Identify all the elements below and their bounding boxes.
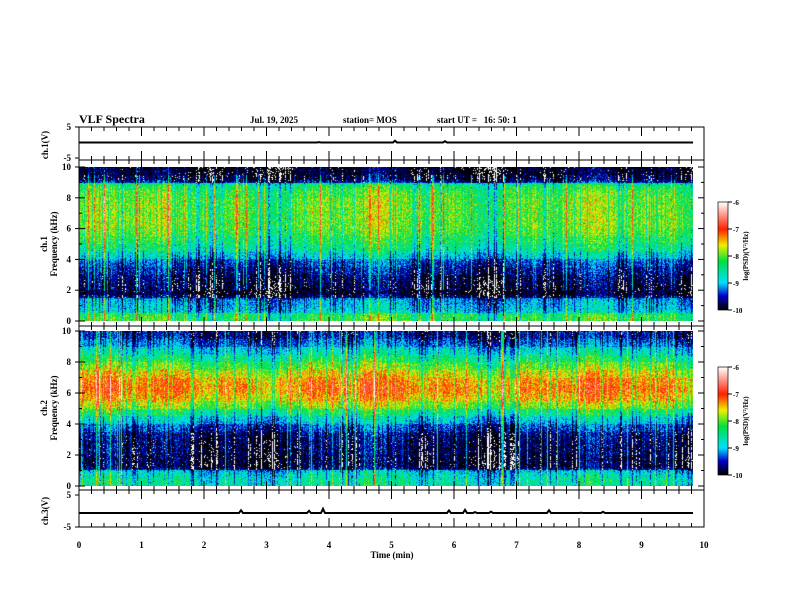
- panel-frame-1: [78, 159, 705, 327]
- colorbar-tick-label: -6: [733, 199, 739, 207]
- ch1-spectrogram-ylabel-1: ch.1: [39, 236, 49, 252]
- voltage-trace-ch3-voltage: [79, 506, 693, 514]
- y-tick-label: 6: [67, 388, 72, 398]
- y-tick-label: 5: [67, 490, 72, 500]
- ch1-spectrogram-image: [79, 167, 693, 321]
- y-tick-label: 8: [67, 193, 72, 203]
- colorbar-tick-label: -8: [733, 418, 739, 426]
- x-tick-label: 10: [700, 540, 710, 550]
- y-tick-label: 8: [67, 357, 72, 367]
- ch2-spectrogram-ylabel-1: ch.2: [39, 400, 49, 416]
- y-tick-label: 4: [67, 254, 72, 264]
- x-tick-label: 3: [264, 540, 269, 550]
- colorbar-frame: [717, 366, 729, 476]
- y-tick-label: 6: [67, 224, 72, 234]
- x-tick-label: 1: [139, 540, 144, 550]
- ch3-voltage-ylabel: ch.3(V): [40, 497, 50, 525]
- x-tick-label: 8: [577, 540, 582, 550]
- colorbar-tick-label: -9: [733, 280, 739, 288]
- station-label: station= MOS: [343, 115, 397, 125]
- colorbar-tick-label: -6: [733, 364, 739, 372]
- date-label: Jul. 19, 2025: [250, 115, 299, 125]
- panel-frame-2: [78, 325, 705, 491]
- x-tick-label: 6: [452, 540, 457, 550]
- x-tick-label: 0: [77, 540, 82, 550]
- colorbar-1-label: log(PSD)(V²/Hz): [742, 231, 750, 281]
- colorbar-tick-label: -10: [733, 307, 743, 315]
- x-tick-label: 5: [389, 540, 394, 550]
- voltage-trace-ch1-voltage: [79, 139, 693, 144]
- x-tick-label: 2: [202, 540, 207, 550]
- colorbar-tick-label: -8: [733, 253, 739, 261]
- ch2-spectrogram-image: [79, 331, 693, 486]
- y-tick-label: 4: [67, 419, 72, 429]
- y-tick-label: 2: [67, 450, 72, 460]
- colorbar-tick-label: -7: [733, 391, 739, 399]
- y-tick-label: -5: [64, 153, 72, 163]
- colorbar-1-gradient: [718, 202, 728, 310]
- y-tick-label: 0: [67, 481, 72, 491]
- y-tick-label: 5: [67, 122, 72, 132]
- x-tick-label: 7: [514, 540, 519, 550]
- figure-title: VLF Spectra: [79, 112, 145, 126]
- colorbar-2-gradient: [718, 367, 728, 475]
- x-tick-label: 4: [327, 540, 332, 550]
- y-tick-label: 0: [67, 316, 72, 326]
- y-tick-label: 10: [62, 162, 72, 172]
- x-axis-label: Time (min): [370, 550, 413, 560]
- y-tick-label: 10: [62, 326, 72, 336]
- ch1-spectrogram-ylabel-2: Frequency (kHz): [49, 211, 59, 276]
- colorbar-tick-label: -7: [733, 226, 739, 234]
- colorbar-2-label: log(PSD)(V²/Hz): [742, 396, 750, 446]
- start-time-label: start UT = 16: 50: 1: [437, 115, 517, 125]
- x-tick-label: 9: [639, 540, 644, 550]
- colorbar-tick-label: -10: [733, 472, 743, 480]
- ch2-spectrogram-ylabel-2: Frequency (kHz): [49, 375, 59, 440]
- colorbar-tick-label: -9: [733, 445, 739, 453]
- ch1-voltage-ylabel: ch.1(V): [40, 131, 50, 159]
- y-tick-label: -5: [64, 522, 72, 532]
- y-tick-label: 2: [67, 285, 72, 295]
- colorbar-frame: [717, 201, 729, 311]
